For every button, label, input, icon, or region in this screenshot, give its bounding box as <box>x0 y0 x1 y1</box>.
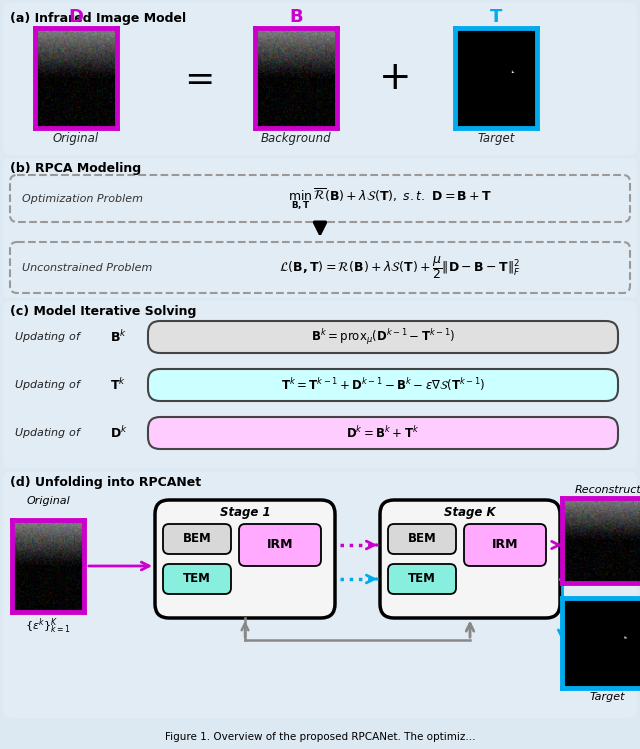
Text: Original: Original <box>53 132 99 145</box>
Text: TEM: TEM <box>183 572 211 586</box>
FancyBboxPatch shape <box>148 369 618 401</box>
Text: $\mathbf{T}$: $\mathbf{T}$ <box>489 8 503 26</box>
Text: Original: Original <box>26 496 70 506</box>
Text: IRM: IRM <box>492 539 518 551</box>
Text: TEM: TEM <box>408 572 436 586</box>
Text: Stage K: Stage K <box>444 506 496 519</box>
FancyBboxPatch shape <box>388 524 456 554</box>
Text: $Updating\ of$: $Updating\ of$ <box>14 330 83 344</box>
Text: Optimization Problem: Optimization Problem <box>22 194 143 204</box>
Text: (a) Infrared Image Model: (a) Infrared Image Model <box>10 12 186 25</box>
FancyBboxPatch shape <box>10 175 630 222</box>
Text: $+$: $+$ <box>378 59 408 97</box>
Text: $\mathbf{D}^k=\mathbf{B}^k+\mathbf{T}^k$: $\mathbf{D}^k=\mathbf{B}^k+\mathbf{T}^k$ <box>346 425 420 441</box>
Text: $\mathbf{B}^k$: $\mathbf{B}^k$ <box>110 329 127 345</box>
FancyBboxPatch shape <box>3 472 637 718</box>
Text: Target: Target <box>477 132 515 145</box>
Text: Reconstruction: Reconstruction <box>575 485 640 495</box>
Text: Unconstrained Problem: Unconstrained Problem <box>22 263 152 273</box>
FancyBboxPatch shape <box>388 564 456 594</box>
FancyBboxPatch shape <box>380 500 560 618</box>
Text: BEM: BEM <box>182 533 211 545</box>
Text: (d) Unfolding into RPCANet: (d) Unfolding into RPCANet <box>10 476 201 489</box>
FancyBboxPatch shape <box>3 158 637 298</box>
FancyBboxPatch shape <box>10 242 630 293</box>
Text: (c) Model Iterative Solving: (c) Model Iterative Solving <box>10 305 196 318</box>
Text: $\mathcal{L}(\mathbf{B,T})=\mathcal{R}(\mathbf{B})+\lambda\mathcal{S}(\mathbf{T}: $\mathcal{L}(\mathbf{B,T})=\mathcal{R}(\… <box>279 255 521 282</box>
FancyBboxPatch shape <box>3 301 637 468</box>
Text: Stage 1: Stage 1 <box>220 506 270 519</box>
Text: $Updating\ of$: $Updating\ of$ <box>14 426 83 440</box>
FancyBboxPatch shape <box>163 524 231 554</box>
Text: BEM: BEM <box>408 533 436 545</box>
FancyBboxPatch shape <box>3 3 637 155</box>
FancyBboxPatch shape <box>148 321 618 353</box>
Text: Figure 1. Overview of the proposed RPCANet. The optimiz...: Figure 1. Overview of the proposed RPCAN… <box>164 732 476 742</box>
Text: $\mathbf{B}^k=\mathrm{prox}_{\mu}(\mathbf{D}^{k-1}-\mathbf{T}^{k-1})$: $\mathbf{B}^k=\mathrm{prox}_{\mu}(\mathb… <box>311 327 455 347</box>
FancyBboxPatch shape <box>148 417 618 449</box>
Text: $\underset{\mathbf{B,T}}{\min}\,\overline{\mathcal{R}}(\mathbf{B})+\lambda\mathc: $\underset{\mathbf{B,T}}{\min}\,\overlin… <box>288 187 492 212</box>
FancyBboxPatch shape <box>239 524 321 566</box>
Text: $\mathbf{B}$: $\mathbf{B}$ <box>289 8 303 26</box>
FancyBboxPatch shape <box>163 564 231 594</box>
Text: (b) RPCA Modeling: (b) RPCA Modeling <box>10 162 141 175</box>
Text: $\mathbf{D}$: $\mathbf{D}$ <box>68 8 84 26</box>
Text: $Updating\ of$: $Updating\ of$ <box>14 378 83 392</box>
Text: $\mathbf{T}^k$: $\mathbf{T}^k$ <box>110 377 126 393</box>
Text: IRM: IRM <box>267 539 293 551</box>
Text: Target: Target <box>589 692 625 702</box>
FancyBboxPatch shape <box>155 500 335 618</box>
Text: $\mathbf{D}^k$: $\mathbf{D}^k$ <box>110 425 128 441</box>
FancyBboxPatch shape <box>464 524 546 566</box>
Text: $\{\varepsilon^k\}_{k=1}^K$: $\{\varepsilon^k\}_{k=1}^K$ <box>25 616 71 636</box>
Text: $\mathbf{T}^k=\mathbf{T}^{k-1}+\mathbf{D}^{k-1}-\mathbf{B}^k-\varepsilon\nabla\m: $\mathbf{T}^k=\mathbf{T}^{k-1}+\mathbf{D… <box>281 377 485 393</box>
Text: Background: Background <box>260 132 332 145</box>
Text: $=$: $=$ <box>177 61 212 95</box>
